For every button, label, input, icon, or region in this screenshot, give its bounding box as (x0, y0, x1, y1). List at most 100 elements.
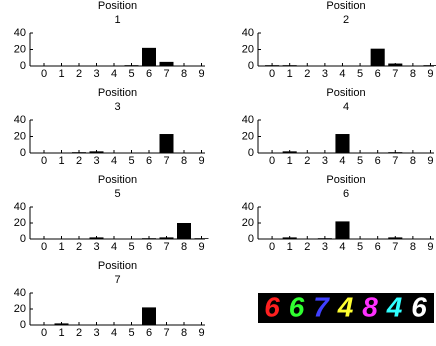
y-tick-label: 40 (242, 114, 254, 126)
x-tick-label: 8 (410, 68, 416, 80)
x-tick-label: 4 (111, 68, 117, 80)
subplot-title: Position (326, 0, 365, 12)
x-tick-label: 3 (322, 68, 328, 80)
y-tick-label: 0 (20, 319, 26, 331)
x-tick-label: 2 (76, 155, 82, 167)
digit: 8 (362, 291, 378, 322)
x-tick-label: 5 (357, 241, 363, 253)
x-tick-label: 2 (304, 68, 310, 80)
y-tick-label: 40 (14, 27, 26, 39)
x-tick-label: 0 (41, 241, 47, 253)
digit: 4 (337, 291, 354, 322)
x-tick-label: 7 (392, 68, 398, 80)
x-tick-label: 4 (111, 241, 117, 253)
y-tick-label: 40 (242, 27, 254, 39)
x-tick-label: 1 (58, 327, 64, 339)
x-tick-label: 6 (146, 241, 152, 253)
y-tick-label: 0 (20, 60, 26, 72)
x-tick-label: 3 (322, 241, 328, 253)
digit: 4 (386, 291, 403, 322)
x-tick-label: 7 (163, 241, 169, 253)
subplot-subtitle: 1 (114, 14, 120, 26)
x-tick-label: 9 (198, 327, 204, 339)
x-tick-label: 3 (93, 327, 99, 339)
x-tick-label: 6 (146, 155, 152, 167)
subplot-subtitle: 3 (114, 101, 120, 113)
x-tick-label: 2 (76, 241, 82, 253)
x-tick-label: 2 (304, 241, 310, 253)
x-tick-label: 4 (339, 68, 345, 80)
x-tick-label: 5 (128, 241, 134, 253)
y-tick-label: 40 (14, 287, 26, 299)
x-tick-label: 5 (128, 68, 134, 80)
x-tick-label: 7 (163, 68, 169, 80)
x-tick-label: 9 (198, 155, 204, 167)
y-tick-label: 40 (14, 201, 26, 213)
x-tick-label: 0 (41, 155, 47, 167)
y-tick-label: 0 (248, 60, 254, 72)
subplot-subtitle: 2 (343, 14, 349, 26)
y-tick-label: 20 (14, 130, 26, 142)
x-tick-label: 7 (163, 327, 169, 339)
x-tick-label: 5 (128, 155, 134, 167)
y-tick-label: 20 (242, 43, 254, 55)
x-tick-label: 7 (392, 155, 398, 167)
y-tick-label: 40 (242, 201, 254, 213)
x-tick-label: 9 (427, 155, 433, 167)
y-tick-label: 20 (14, 303, 26, 315)
digit: 6 (289, 291, 305, 322)
x-tick-label: 9 (427, 241, 433, 253)
x-tick-label: 4 (111, 327, 117, 339)
subplot-title: Position (98, 260, 137, 272)
digit: 6 (264, 291, 280, 322)
x-tick-label: 8 (181, 68, 187, 80)
x-tick-label: 1 (58, 155, 64, 167)
x-tick-label: 0 (269, 241, 275, 253)
subplot-title: Position (98, 87, 137, 99)
digit: 7 (313, 291, 330, 322)
x-tick-label: 9 (198, 241, 204, 253)
x-tick-label: 2 (304, 155, 310, 167)
y-tick-label: 20 (14, 217, 26, 229)
x-tick-label: 2 (76, 68, 82, 80)
subplot-subtitle: 4 (343, 101, 349, 113)
x-tick-label: 3 (93, 155, 99, 167)
x-tick-label: 8 (181, 327, 187, 339)
x-tick-label: 5 (357, 68, 363, 80)
subplot-subtitle: 7 (114, 274, 120, 286)
x-tick-label: 4 (339, 155, 345, 167)
x-tick-label: 7 (392, 241, 398, 253)
x-tick-label: 7 (163, 155, 169, 167)
x-tick-label: 6 (375, 68, 381, 80)
x-tick-label: 1 (287, 68, 293, 80)
subplot-subtitle: 6 (343, 188, 349, 200)
x-tick-label: 8 (181, 155, 187, 167)
y-tick-label: 20 (14, 43, 26, 55)
y-tick-label: 40 (14, 114, 26, 126)
y-tick-label: 20 (242, 217, 254, 229)
x-tick-label: 9 (427, 68, 433, 80)
subplot-title: Position (326, 174, 365, 186)
x-tick-label: 8 (410, 241, 416, 253)
x-tick-label: 0 (41, 68, 47, 80)
y-tick-label: 0 (20, 233, 26, 245)
x-tick-label: 1 (58, 68, 64, 80)
subplot-title: Position (98, 174, 137, 186)
x-tick-label: 8 (410, 155, 416, 167)
y-tick-label: 20 (242, 130, 254, 142)
x-tick-label: 6 (375, 241, 381, 253)
x-tick-label: 1 (287, 155, 293, 167)
subplot-title: Position (326, 87, 365, 99)
x-tick-label: 0 (41, 327, 47, 339)
y-tick-label: 0 (248, 147, 254, 159)
x-tick-label: 6 (375, 155, 381, 167)
y-tick-label: 0 (248, 233, 254, 245)
subplot-title: Position (98, 0, 137, 12)
x-tick-label: 1 (287, 241, 293, 253)
subplot-subtitle: 5 (114, 188, 120, 200)
x-tick-label: 3 (93, 241, 99, 253)
x-tick-label: 1 (58, 241, 64, 253)
x-tick-label: 2 (76, 327, 82, 339)
x-tick-label: 6 (146, 327, 152, 339)
x-tick-label: 5 (128, 327, 134, 339)
